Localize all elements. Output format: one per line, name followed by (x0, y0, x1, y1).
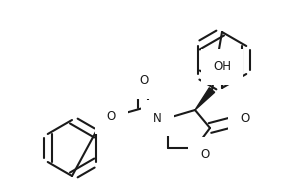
Text: O: O (200, 149, 209, 162)
Text: O: O (139, 74, 149, 88)
Text: N: N (153, 112, 162, 124)
Text: OH: OH (213, 60, 231, 74)
Polygon shape (195, 88, 215, 110)
Text: O: O (107, 109, 116, 123)
Text: O: O (240, 112, 249, 126)
